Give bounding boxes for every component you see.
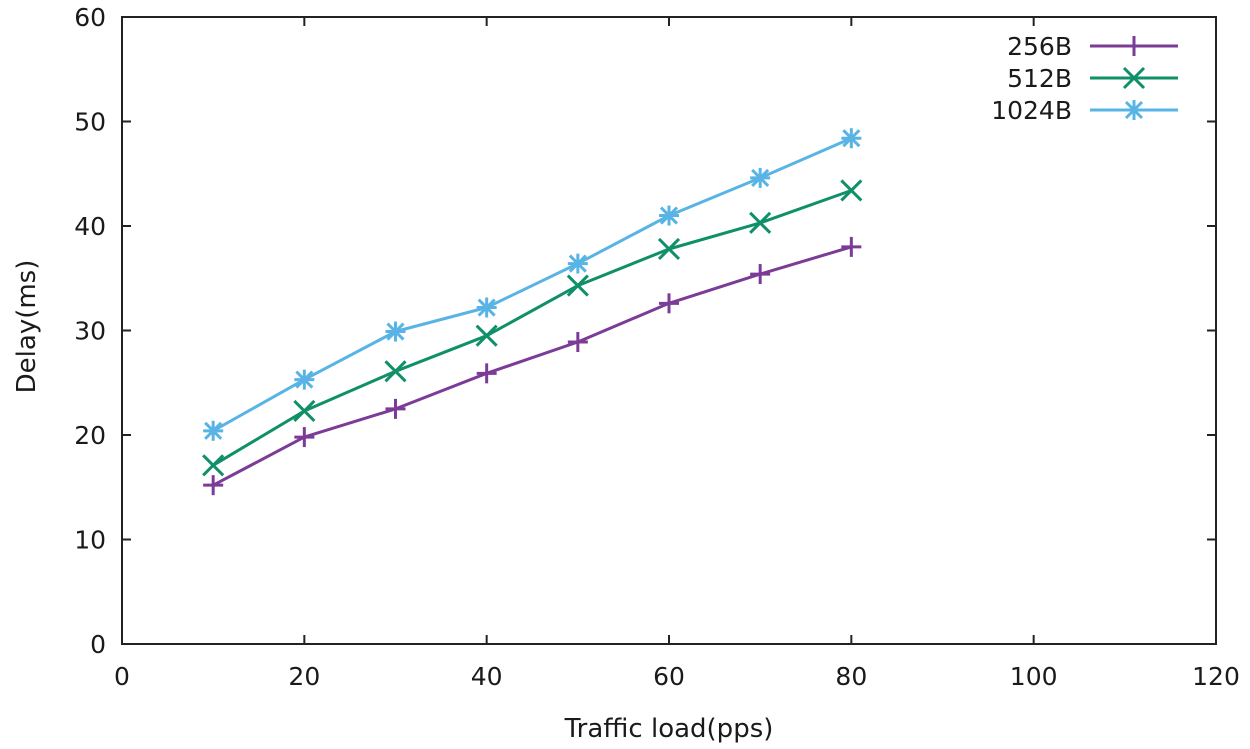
x-axis-title: Traffic load(pps) <box>564 714 774 744</box>
y-tick-label: 50 <box>74 108 106 137</box>
legend-marker-1024b <box>1124 100 1144 120</box>
x-tick-label: 0 <box>114 662 130 691</box>
data-point-256b <box>841 236 862 257</box>
data-point-256b <box>476 363 497 384</box>
data-point-512b <box>840 179 863 202</box>
x-tick-label: 60 <box>653 662 685 691</box>
data-point-256b <box>294 427 315 448</box>
data-point-1024b <box>476 297 497 318</box>
y-tick-label: 20 <box>74 421 106 450</box>
legend-marker-256b <box>1124 36 1144 56</box>
data-point-1024b <box>294 369 315 390</box>
axes: 0 20 40 60 80 100 120 0 10 20 30 40 50 60 <box>74 3 1240 691</box>
y-tick-label: 10 <box>74 526 106 555</box>
data-point-512b <box>475 324 498 347</box>
y-tick-label: 30 <box>74 317 106 346</box>
y-tick-label: 40 <box>74 212 106 241</box>
series-line-1024b <box>212 136 852 433</box>
data-point-256b <box>659 293 679 314</box>
data-point-512b <box>749 211 772 234</box>
data-point-256b <box>385 398 406 419</box>
data-point-1024b <box>567 253 588 274</box>
legend-label-1024b: 1024B <box>991 96 1072 125</box>
legend: 256B 512B 1024B <box>991 32 1178 125</box>
legend-label-256b: 256B <box>1007 32 1072 61</box>
data-point-512b <box>566 274 589 297</box>
data-point-1024b <box>203 420 224 441</box>
y-axis-title: Delay(ms) <box>12 260 42 394</box>
data-point-512b <box>384 360 407 383</box>
data-point-1024b <box>841 128 862 149</box>
data-point-512b <box>657 237 681 261</box>
data-point-1024b <box>385 321 406 342</box>
plot-series <box>202 128 863 496</box>
y-tick-label: 60 <box>74 3 106 32</box>
x-tick-label: 120 <box>1192 662 1240 691</box>
legend-marker-512b <box>1122 66 1146 90</box>
data-point-256b <box>750 264 771 285</box>
y-tick-label: 0 <box>90 630 106 659</box>
legend-label-512b: 512B <box>1007 64 1072 93</box>
x-tick-label: 80 <box>835 662 867 691</box>
data-point-1024b <box>659 205 679 226</box>
x-tick-label: 40 <box>471 662 503 691</box>
series-line-512b <box>212 189 852 467</box>
data-point-256b <box>203 475 224 496</box>
x-tick-label: 20 <box>288 662 320 691</box>
data-point-256b <box>567 331 588 352</box>
data-point-512b <box>202 454 225 477</box>
data-point-1024b <box>750 167 771 188</box>
x-tick-label: 100 <box>1010 662 1058 691</box>
series-line-256b <box>212 245 852 487</box>
data-point-512b <box>293 399 316 423</box>
